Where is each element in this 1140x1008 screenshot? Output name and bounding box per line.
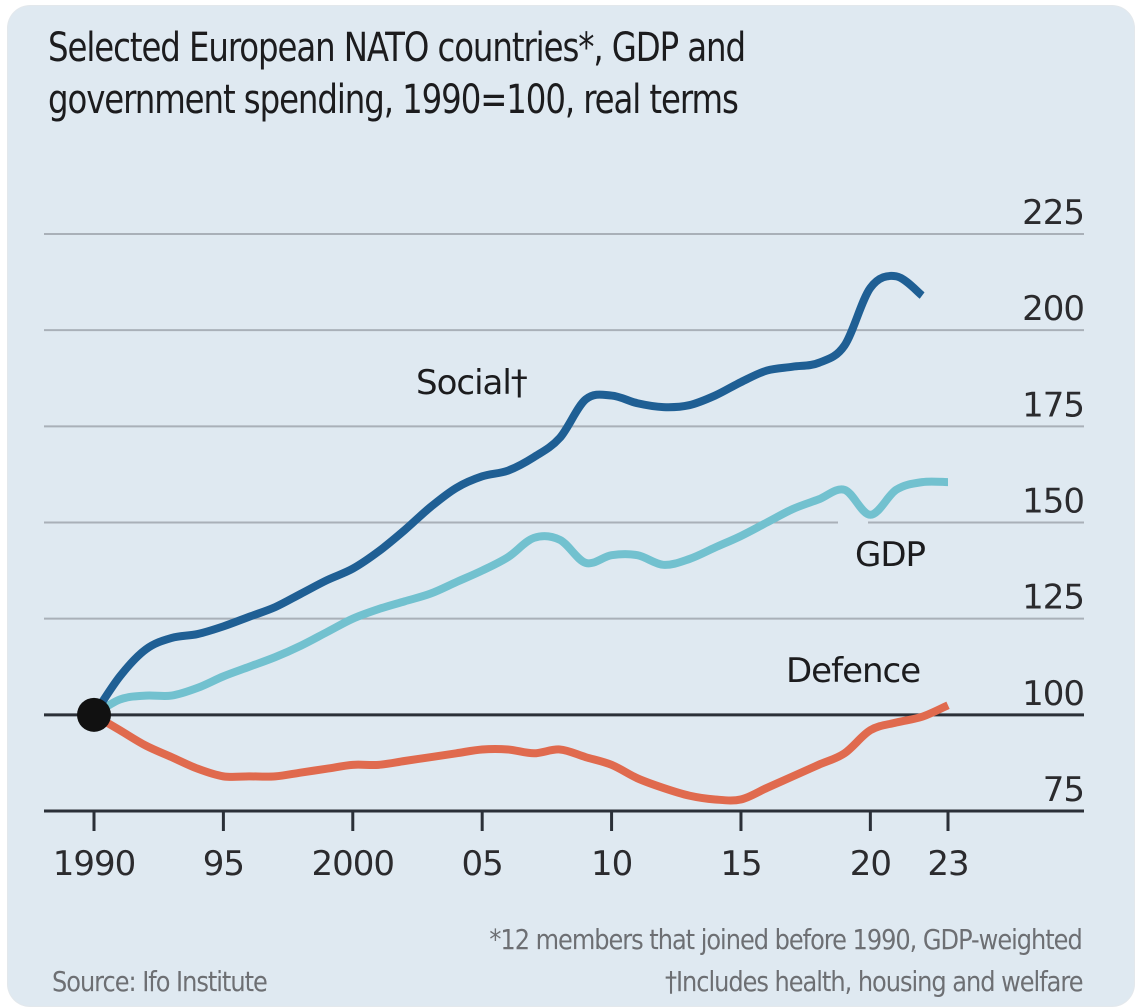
footnote-members: *12 members that joined before 1990, GDP…: [489, 923, 1083, 956]
line-chart: 75 100 125 150 175 200 225 1990 95 2000 05 10 15 20 2…: [44, 193, 1085, 884]
x-tick-label: 23: [927, 844, 968, 884]
gridlines: [44, 233, 1084, 813]
footnote-social-definition: †Includes health, housing and welfare: [664, 965, 1083, 998]
origin-marker: [77, 697, 111, 732]
x-tick-label: 2000: [312, 844, 395, 884]
x-axis: 1990 95 2000 05 10 15 20 23: [53, 811, 970, 884]
y-tick-label: 75: [1043, 770, 1084, 810]
x-tick-label: 20: [850, 844, 891, 884]
origin-dot: [77, 697, 111, 732]
series-line-gdp: [91, 477, 949, 719]
x-tick-label: 15: [720, 844, 761, 884]
chart-title-line-2: government spending, 1990=100, real term…: [48, 77, 739, 123]
y-tick-label: 100: [1022, 674, 1084, 714]
y-tick-label: 125: [1022, 578, 1084, 618]
x-tick-label: 95: [203, 844, 244, 884]
y-tick-label: 150: [1022, 482, 1084, 522]
series-labels: Social† GDP Defence: [416, 363, 927, 691]
series-label-social: Social†: [416, 363, 528, 403]
chart-card: Selected European NATO countries*, GDP a…: [8, 6, 1134, 1006]
x-tick-label: 1990: [53, 844, 136, 884]
series-label-defence: Defence: [786, 651, 920, 691]
x-tick-label: 10: [591, 844, 632, 884]
chart-title-line-1: Selected European NATO countries*, GDP a…: [48, 25, 746, 71]
series-line-social: [90, 271, 925, 718]
source-note: Source: Ifo Institute: [52, 965, 268, 998]
y-tick-label: 200: [1022, 289, 1084, 329]
series-label-gdp: GDP: [855, 535, 926, 575]
y-tick-label: 225: [1022, 193, 1084, 233]
x-tick-label: 05: [462, 844, 503, 884]
series-lines: [90, 271, 950, 805]
y-tick-label: 175: [1022, 385, 1084, 425]
chart-title: Selected European NATO countries*, GDP a…: [48, 22, 1002, 126]
series-line-defence: [91, 701, 950, 805]
y-axis-tick-labels: 75 100 125 150 175 200 225: [1022, 193, 1085, 810]
